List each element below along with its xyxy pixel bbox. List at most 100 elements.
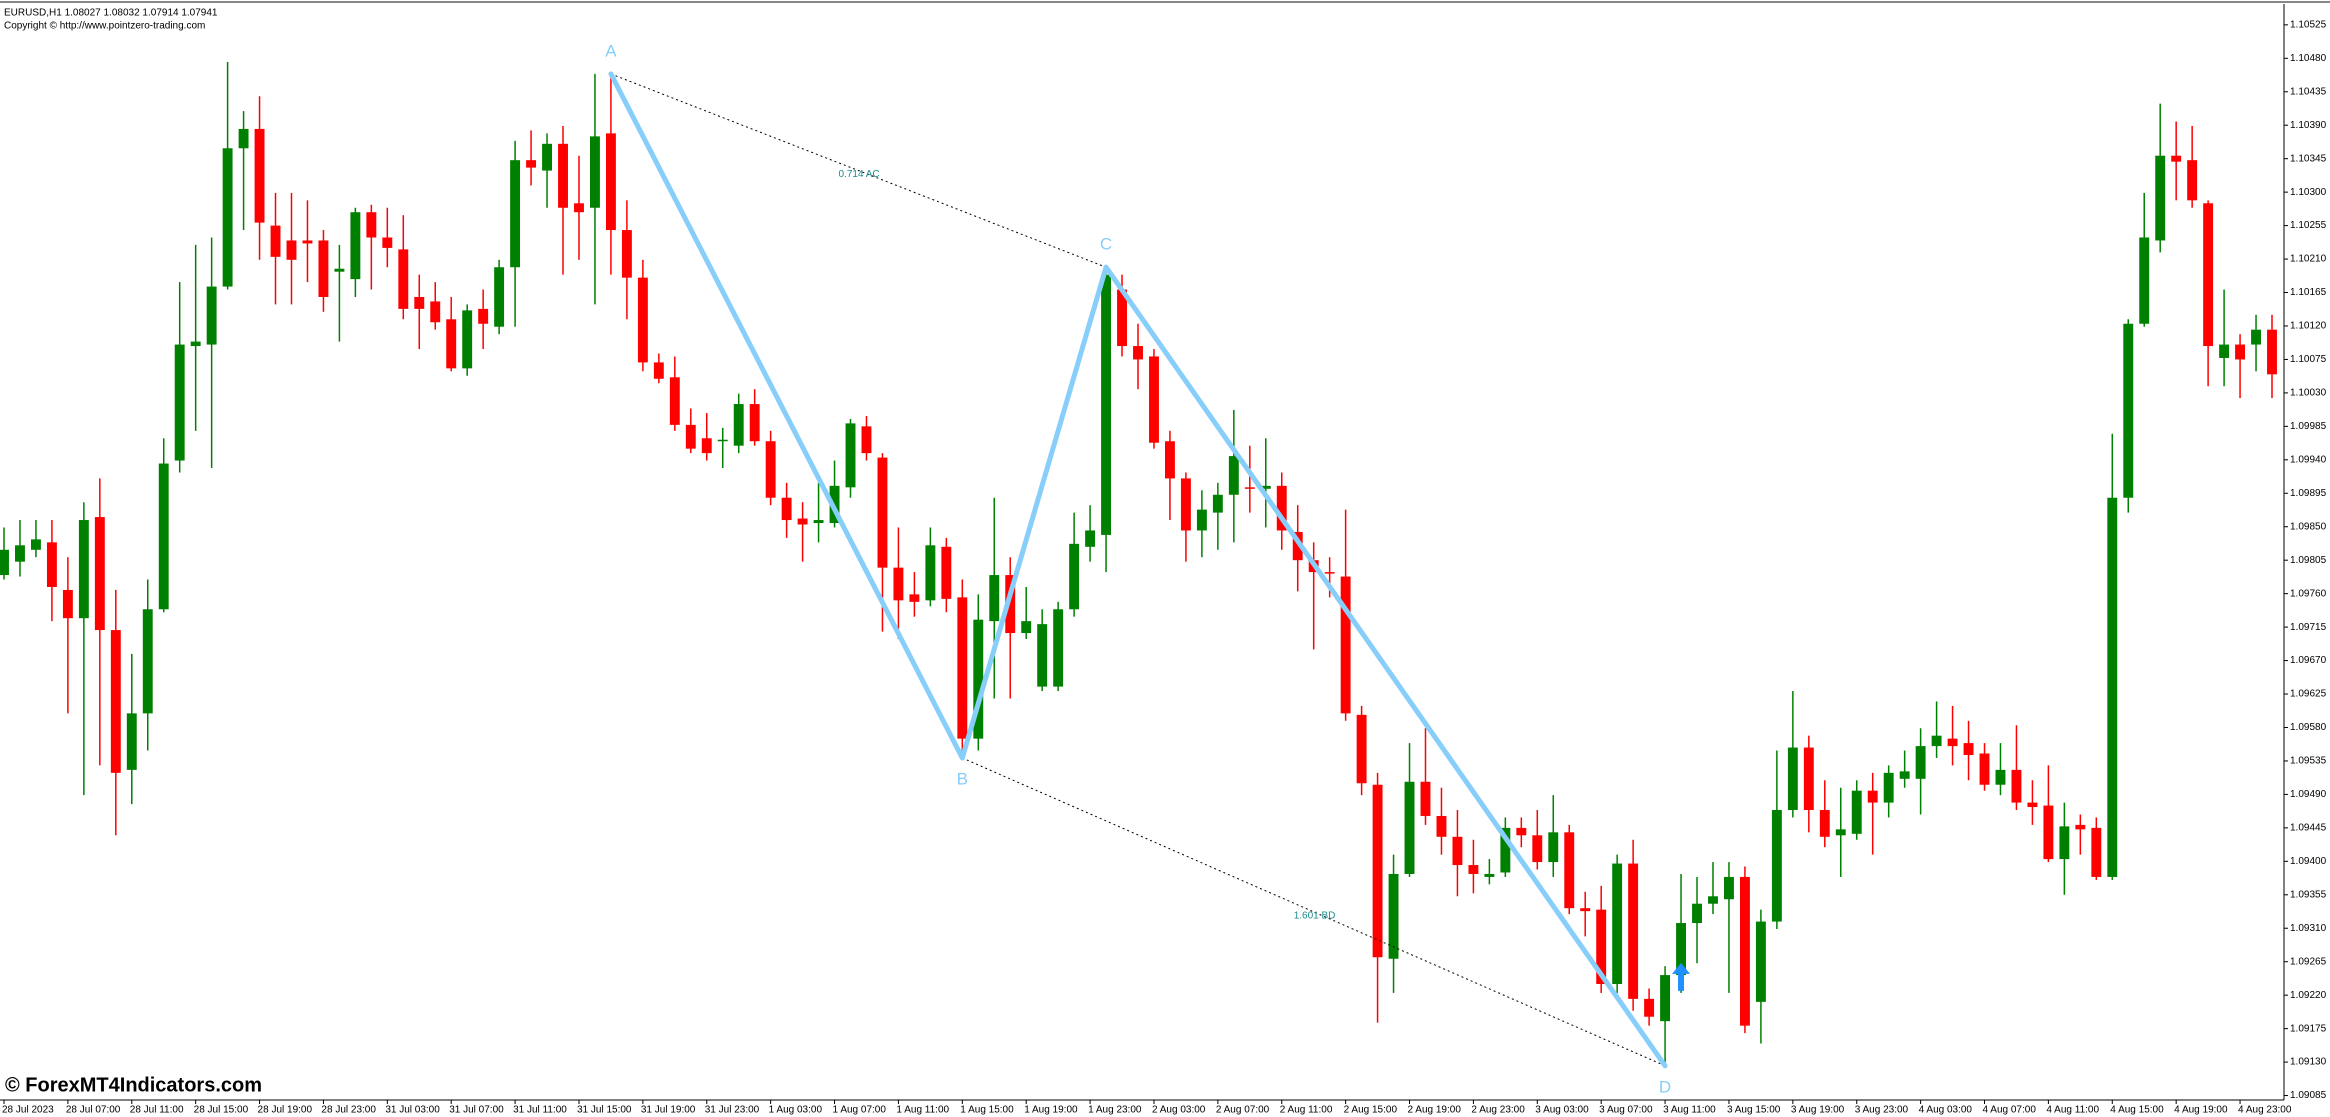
candle-body <box>1228 456 1239 495</box>
candle-body <box>765 441 776 498</box>
x-tick-label: 28 Jul 2023 <box>2 1105 54 1116</box>
candle-body <box>1292 531 1303 561</box>
x-tick-label: 3 Aug 19:00 <box>1791 1105 1845 1116</box>
candle-body <box>1005 575 1016 634</box>
candle-body <box>526 160 537 168</box>
x-tick-label: 31 Jul 15:00 <box>577 1105 632 1116</box>
pattern-leg <box>959 264 1109 761</box>
candle-body <box>1101 274 1112 535</box>
candle-body <box>1069 543 1080 610</box>
candle-body <box>366 212 377 238</box>
candle-body <box>877 457 888 568</box>
pattern-point-label: A <box>605 41 617 60</box>
candle-body <box>1021 621 1032 634</box>
candle-body <box>669 377 680 425</box>
x-tick-label: 1 Aug 23:00 <box>1088 1105 1142 1116</box>
candle-body <box>1037 624 1048 687</box>
candle-body <box>717 439 728 442</box>
y-tick-label: 1.09805 <box>2290 555 2327 566</box>
candle-body <box>2059 826 2070 860</box>
watermark: © ForexMT4Indicators.com <box>5 1074 262 1096</box>
candle-body <box>1548 832 1559 863</box>
candle-body <box>2139 237 2150 324</box>
candle-body <box>2171 155 2182 162</box>
candle-body <box>414 296 425 309</box>
candle-body <box>1436 815 1447 837</box>
x-tick-label: 4 Aug 03:00 <box>1919 1105 1973 1116</box>
candle-body <box>462 310 473 369</box>
y-tick-label: 1.09940 <box>2290 454 2327 465</box>
x-tick-label: 4 Aug 15:00 <box>2110 1105 2164 1116</box>
candle-body <box>685 424 696 449</box>
candle-body <box>1276 485 1287 531</box>
y-tick-label: 1.09130 <box>2290 1057 2327 1068</box>
y-tick-label: 1.10345 <box>2290 153 2327 164</box>
candle-body <box>2091 827 2102 877</box>
y-tick-label: 1.09445 <box>2290 823 2327 834</box>
candle-body <box>781 497 792 521</box>
y-tick-label: 1.09895 <box>2290 488 2327 499</box>
x-tick-label: 3 Aug 15:00 <box>1727 1105 1781 1116</box>
candle-body <box>2123 323 2134 498</box>
x-tick-label: 2 Aug 15:00 <box>1344 1105 1398 1116</box>
y-tick-label: 1.09580 <box>2290 722 2327 733</box>
pattern-point-label: D <box>1659 1077 1671 1096</box>
candle-body <box>1372 784 1383 958</box>
candle-body <box>2107 497 2118 877</box>
pattern-leg <box>1103 264 1668 1069</box>
candle-body <box>126 713 137 770</box>
candle-body <box>302 240 313 244</box>
y-tick-label: 1.09265 <box>2290 956 2327 967</box>
candle-body <box>2043 805 2054 860</box>
candle-body <box>861 426 872 454</box>
candle-body <box>1867 790 1878 803</box>
candle-body <box>158 463 169 610</box>
ratio-line <box>610 73 1107 268</box>
candle-body <box>78 520 89 619</box>
candle-body <box>1963 743 1974 755</box>
candle-body <box>382 237 393 248</box>
candle-body <box>1803 747 1814 811</box>
candle-body <box>1724 876 1734 900</box>
x-tick-label: 2 Aug 11:00 <box>1280 1105 1333 1116</box>
y-tick-label: 1.09355 <box>2290 889 2327 900</box>
symbol-line: EURUSD,H1 1.08027 1.08032 1.07914 1.0794… <box>4 8 218 19</box>
candle-body <box>1244 487 1255 489</box>
y-tick-label: 1.10030 <box>2290 388 2327 399</box>
x-tick-label: 3 Aug 11:00 <box>1663 1105 1716 1116</box>
x-tick-label: 28 Jul 19:00 <box>258 1105 313 1116</box>
y-tick-label: 1.09760 <box>2290 588 2327 599</box>
ratio-label: 0.714 AC <box>838 169 879 180</box>
x-tick-label: 4 Aug 19:00 <box>2174 1105 2228 1116</box>
candle-body <box>110 630 121 773</box>
candle-body <box>845 423 856 488</box>
candle-body <box>797 518 808 525</box>
pattern-leg <box>608 71 965 761</box>
y-tick-label: 1.09400 <box>2290 856 2327 867</box>
pattern-point-label: C <box>1100 235 1112 254</box>
x-tick-label: 4 Aug 23:00 <box>2238 1105 2292 1116</box>
candle-body <box>350 212 361 280</box>
candle-body <box>1149 356 1159 443</box>
x-tick-label: 2 Aug 23:00 <box>1471 1105 1525 1116</box>
y-tick-label: 1.09490 <box>2290 789 2327 800</box>
candle-body <box>1468 865 1479 874</box>
candle-body <box>1612 863 1623 985</box>
candle-body <box>925 545 936 601</box>
x-tick-label: 31 Jul 07:00 <box>449 1105 504 1116</box>
y-tick-label: 1.09670 <box>2290 655 2327 666</box>
candle-body <box>1835 829 1846 836</box>
candle-body <box>1883 772 1894 803</box>
candle-body <box>989 575 1000 622</box>
candle-body <box>1212 494 1223 513</box>
candle-body <box>590 136 600 208</box>
y-tick-label: 1.09850 <box>2290 521 2327 532</box>
candle-body <box>1564 832 1575 909</box>
candle-body <box>2219 344 2230 358</box>
x-tick-label: 1 Aug 19:00 <box>1024 1105 1078 1116</box>
candle-body <box>1979 753 1990 785</box>
candle-body <box>1899 771 1910 779</box>
candle-body <box>941 546 952 599</box>
candle-body <box>2075 824 2086 830</box>
